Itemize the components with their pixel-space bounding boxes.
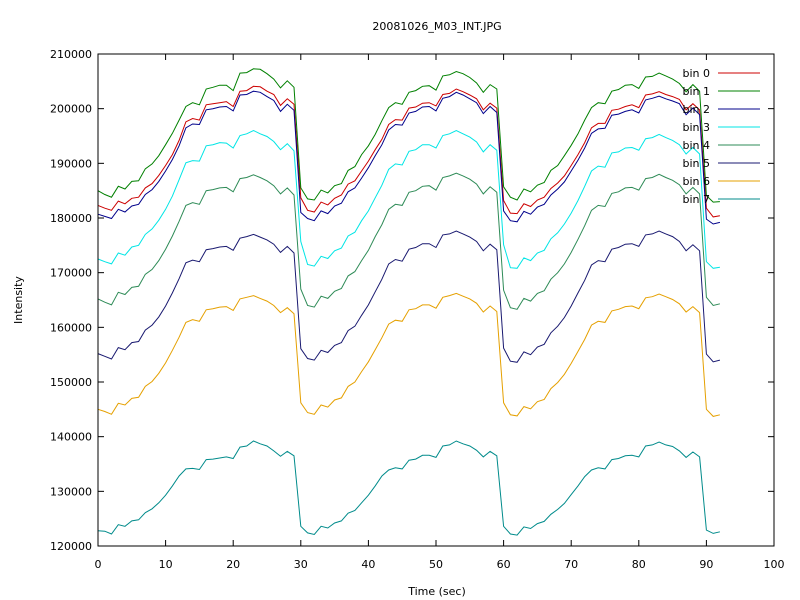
legend-label: bin 3: [682, 121, 710, 134]
y-tick-label: 130000: [50, 485, 92, 498]
y-tick-label: 120000: [50, 540, 92, 553]
y-axis-label: Intensity: [12, 276, 25, 324]
y-axis: 120000 130000 140000 150000 160000 170000 1800…: [50, 48, 774, 553]
legend-label: bin 1: [682, 85, 710, 98]
legend-label: bin 6: [682, 175, 710, 188]
legend-label: bin 7: [682, 193, 710, 206]
x-tick-label: 40: [361, 558, 375, 571]
x-tick-label: 90: [699, 558, 713, 571]
series-line-bin-2: [97, 90, 721, 225]
series-line-bin-4: [97, 172, 721, 310]
series-line-bin-6: [97, 292, 721, 417]
y-tick-label: 160000: [50, 321, 92, 334]
legend-label: bin 2: [682, 103, 710, 116]
y-tick-label: 150000: [50, 376, 92, 389]
x-tick-label: 80: [632, 558, 646, 571]
y-tick-label: 140000: [50, 431, 92, 444]
series-line-bin-3: [97, 129, 720, 269]
y-tick-label: 190000: [50, 157, 92, 170]
y-tick-label: 200000: [50, 103, 92, 116]
x-tick-label: 100: [764, 558, 785, 571]
x-tick-label: 30: [294, 558, 308, 571]
x-axis-label: Time (sec): [407, 585, 466, 598]
series-line-bin-7: [97, 440, 721, 536]
x-tick-label: 0: [95, 558, 102, 571]
x-tick-label: 70: [564, 558, 578, 571]
y-tick-label: 210000: [50, 48, 92, 61]
chart-title: 20081026_M03_INT.JPG: [372, 20, 501, 33]
x-tick-label: 20: [226, 558, 240, 571]
legend-label: bin 4: [682, 139, 710, 152]
x-tick-label: 60: [497, 558, 511, 571]
series-line-bin-5: [97, 230, 721, 363]
legend: bin 0 bin 1 bin 2 bin 3 bin 4 bin 5 bin 6 bin 7: [682, 67, 760, 206]
x-axis: 0 10 20 30 40 50 60 70 80 90 100: [95, 54, 785, 571]
series-group: [97, 68, 721, 536]
legend-label: bin 0: [682, 67, 710, 80]
y-tick-label: 170000: [50, 267, 92, 280]
x-tick-label: 10: [159, 558, 173, 571]
x-tick-label: 50: [429, 558, 443, 571]
legend-label: bin 5: [682, 157, 710, 170]
series-line-bin-0: [97, 85, 720, 218]
series-line-bin-1: [97, 68, 720, 203]
y-tick-label: 180000: [50, 212, 92, 225]
